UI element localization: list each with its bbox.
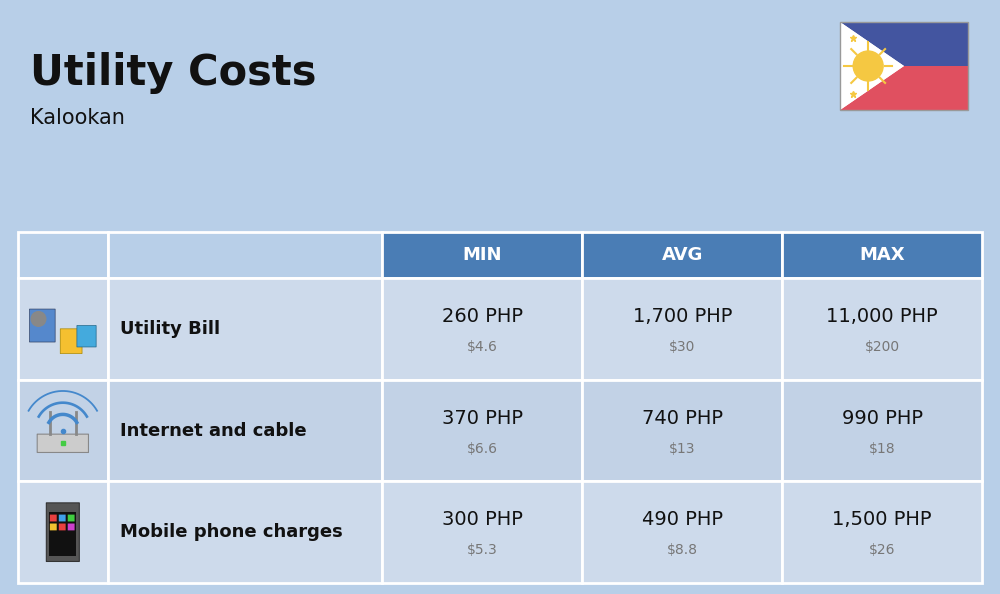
- FancyBboxPatch shape: [582, 481, 782, 583]
- Circle shape: [31, 312, 46, 326]
- Text: 740 PHP: 740 PHP: [642, 409, 723, 428]
- FancyBboxPatch shape: [50, 523, 57, 530]
- FancyBboxPatch shape: [18, 278, 108, 380]
- FancyBboxPatch shape: [382, 380, 582, 481]
- FancyBboxPatch shape: [382, 278, 582, 380]
- Text: Utility Costs: Utility Costs: [30, 52, 316, 94]
- FancyBboxPatch shape: [582, 380, 782, 481]
- FancyBboxPatch shape: [50, 514, 57, 522]
- FancyBboxPatch shape: [59, 523, 66, 530]
- Text: 260 PHP: 260 PHP: [442, 307, 523, 326]
- Circle shape: [853, 51, 883, 81]
- FancyBboxPatch shape: [782, 232, 982, 278]
- FancyBboxPatch shape: [782, 278, 982, 380]
- Text: Utility Bill: Utility Bill: [120, 320, 220, 338]
- Text: $18: $18: [869, 442, 895, 456]
- Text: $4.6: $4.6: [467, 340, 498, 354]
- FancyBboxPatch shape: [37, 434, 88, 453]
- Text: Kalookan: Kalookan: [30, 108, 125, 128]
- Polygon shape: [840, 66, 968, 110]
- FancyBboxPatch shape: [18, 380, 108, 481]
- FancyBboxPatch shape: [108, 481, 382, 583]
- FancyBboxPatch shape: [18, 481, 108, 583]
- Polygon shape: [840, 22, 968, 66]
- Text: Internet and cable: Internet and cable: [120, 422, 306, 440]
- Polygon shape: [840, 22, 904, 110]
- FancyBboxPatch shape: [49, 511, 76, 555]
- Text: MAX: MAX: [859, 246, 905, 264]
- FancyBboxPatch shape: [18, 232, 108, 278]
- Text: AVG: AVG: [662, 246, 703, 264]
- Text: 1,500 PHP: 1,500 PHP: [832, 510, 932, 529]
- Text: 990 PHP: 990 PHP: [842, 409, 923, 428]
- Text: $6.6: $6.6: [467, 442, 498, 456]
- FancyBboxPatch shape: [782, 380, 982, 481]
- Text: $8.8: $8.8: [667, 544, 698, 557]
- FancyBboxPatch shape: [77, 326, 96, 347]
- Text: $13: $13: [669, 442, 695, 456]
- Text: 11,000 PHP: 11,000 PHP: [826, 307, 938, 326]
- FancyBboxPatch shape: [582, 232, 782, 278]
- Text: $30: $30: [669, 340, 695, 354]
- Text: $200: $200: [865, 340, 900, 354]
- FancyBboxPatch shape: [382, 232, 582, 278]
- Text: $5.3: $5.3: [467, 544, 498, 557]
- Text: Mobile phone charges: Mobile phone charges: [120, 523, 342, 541]
- FancyBboxPatch shape: [108, 380, 382, 481]
- FancyBboxPatch shape: [382, 481, 582, 583]
- FancyBboxPatch shape: [840, 22, 968, 110]
- FancyBboxPatch shape: [46, 503, 79, 561]
- Text: MIN: MIN: [463, 246, 502, 264]
- FancyBboxPatch shape: [68, 514, 75, 522]
- Text: 1,700 PHP: 1,700 PHP: [633, 307, 732, 326]
- Text: 300 PHP: 300 PHP: [442, 510, 523, 529]
- FancyBboxPatch shape: [108, 232, 382, 278]
- FancyBboxPatch shape: [30, 309, 55, 342]
- FancyBboxPatch shape: [68, 523, 75, 530]
- FancyBboxPatch shape: [60, 329, 82, 353]
- FancyBboxPatch shape: [582, 278, 782, 380]
- Text: $26: $26: [869, 544, 895, 557]
- FancyBboxPatch shape: [782, 481, 982, 583]
- FancyBboxPatch shape: [59, 514, 66, 522]
- FancyBboxPatch shape: [108, 278, 382, 380]
- Text: 370 PHP: 370 PHP: [442, 409, 523, 428]
- Text: 490 PHP: 490 PHP: [642, 510, 723, 529]
